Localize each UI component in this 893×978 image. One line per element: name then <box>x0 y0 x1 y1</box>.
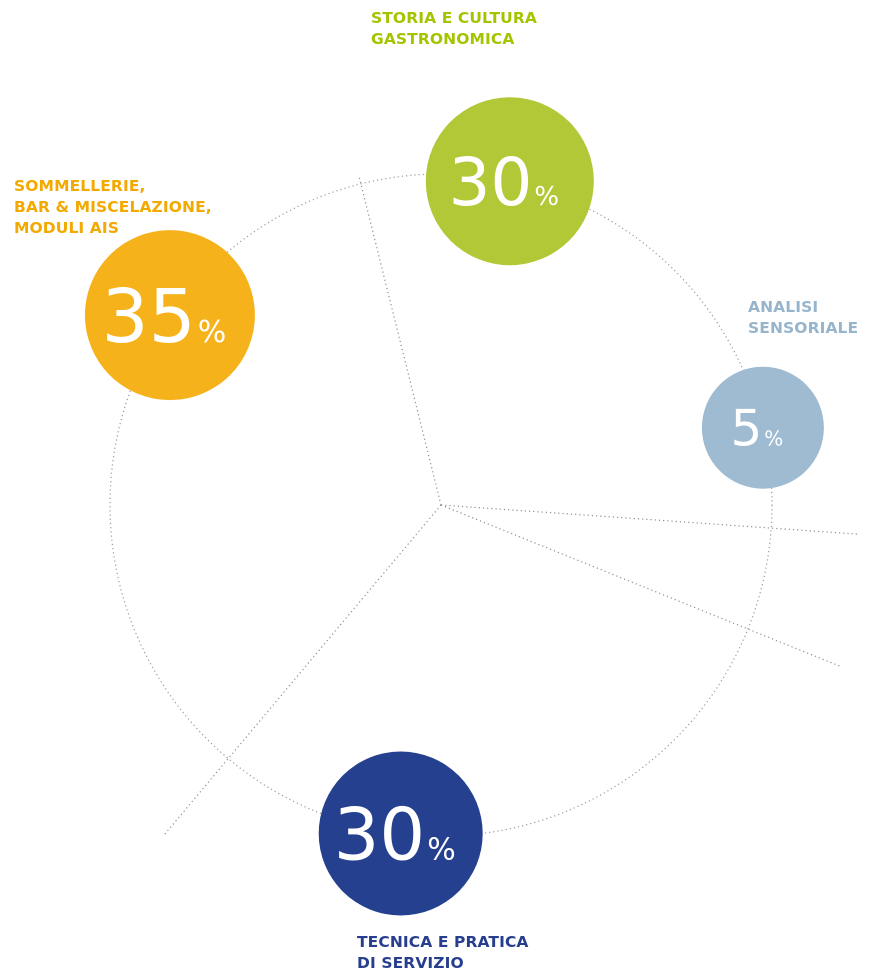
slice-divider <box>440 504 840 667</box>
category-label-analisi: ANALISI SENSORIALE <box>748 297 858 339</box>
category-label-storia: STORIA E CULTURA GASTRONOMICA <box>371 8 537 50</box>
percent-sign: % <box>534 182 559 212</box>
slice-divider <box>440 504 861 535</box>
label-line: TECNICA E PRATICA <box>357 933 529 951</box>
slice-divider <box>358 174 442 506</box>
slice-divider <box>164 504 442 835</box>
label-line: GASTRONOMICA <box>371 30 515 48</box>
category-label-sommellerie: SOMMELLERIE, BAR & MISCELAZIONE, MODULI … <box>14 176 212 239</box>
label-line: BAR & MISCELAZIONE, <box>14 198 212 216</box>
value-bubble: 30% <box>318 751 483 916</box>
label-line: DI SERVIZIO <box>357 954 464 972</box>
percent-sign: % <box>198 315 227 350</box>
percent-sign: % <box>764 427 783 451</box>
value-bubble: 5% <box>701 366 824 489</box>
value-bubbles: 30% 5 % 30% 35% <box>84 97 824 916</box>
label-line: SOMMELLERIE, <box>14 177 146 195</box>
category-label-tecnica: TECNICA E PRATICA DI SERVIZIO <box>357 932 529 974</box>
bubble-circle <box>425 97 594 266</box>
bubble-circle <box>84 230 255 401</box>
value-bubble: 35% <box>84 230 255 401</box>
value-bubble: 30% <box>425 97 594 266</box>
label-line: ANALISI <box>748 298 819 316</box>
bubble-circle <box>701 366 824 489</box>
percent-sign: % <box>427 833 456 868</box>
bubble-circle <box>318 751 483 916</box>
slice-dividers <box>164 174 861 835</box>
label-line: SENSORIALE <box>748 319 859 337</box>
label-line: MODULI AIS <box>14 219 120 237</box>
label-line: STORIA E CULTURA <box>371 9 537 27</box>
